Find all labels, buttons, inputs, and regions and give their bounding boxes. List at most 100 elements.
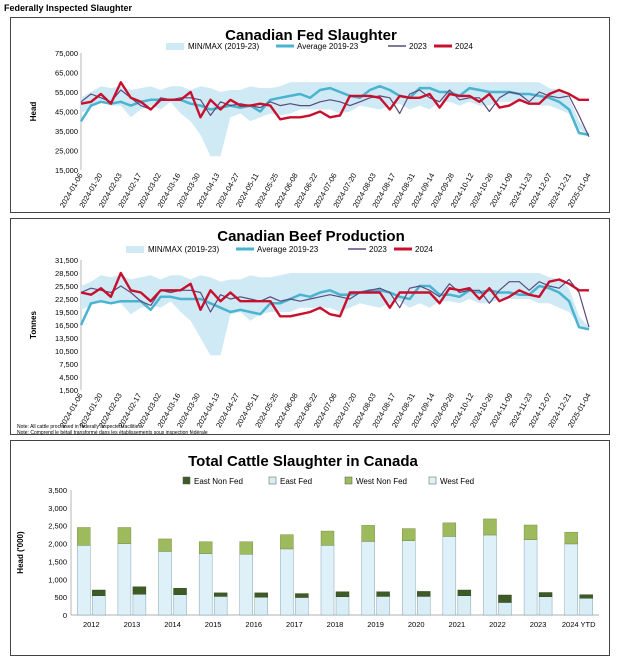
bar-east-fed [295,597,309,616]
bar-east-fed [254,596,268,616]
y-tick-label: 19,500 [55,308,78,317]
x-tick-label: 2019 [367,620,384,629]
bar-east-fed [579,598,593,616]
x-tick-label: 2023 [530,620,547,629]
y-tick-label: 55,000 [55,88,78,97]
x-tick-label: 2021 [449,620,466,629]
y-tick-label: 25,500 [55,282,78,291]
x-tick-label: 2017 [286,620,303,629]
minmax-band [81,82,589,157]
chart-title: Canadian Fed Slaughter [225,27,397,44]
bar-east-non-fed [417,591,431,597]
legend-label: East Fed [280,477,312,486]
bar-west-fed [564,543,578,616]
average-2019-23-line [79,284,590,331]
bar-west-fed [361,541,375,616]
bar-west-non-fed [442,522,457,537]
x-tick-label: 2024 YTD [562,620,596,629]
y-tick-label: 2,000 [48,540,67,549]
legend-swatch-minmax [126,246,144,253]
legend-swatch [344,476,353,485]
bar-west-fed [320,545,335,616]
bar-east-non-fed [335,591,350,597]
series-2024-line [80,81,589,121]
legend-label-minmax: MIN/MAX (2019-23) [148,245,219,254]
y-tick-label: 10,500 [55,347,78,356]
y-tick-label: 25,000 [55,147,78,156]
bar-west-non-fed [402,528,416,541]
bar-east-fed [132,594,147,616]
total-slaughter-chart: Total Cattle Slaughter in Canada East Non… [16,453,599,629]
legend-label-2024: 2024 [455,42,473,51]
bar-east-fed [376,596,390,616]
bar-west-fed [198,553,213,616]
series-2024-line [80,271,589,318]
bar-west-fed [77,545,91,616]
x-tick-label: 2020 [408,620,425,629]
y-axis-title: Head [29,102,38,122]
bar-east-fed [213,596,228,616]
y-axis-title: Tonnes [29,311,38,339]
legend-swatch [428,476,437,485]
x-tick-label: 2013 [124,620,141,629]
legend-label-2024: 2024 [415,245,433,254]
bar-west-fed [523,539,538,616]
y-tick-label: 1,500 [48,557,67,566]
bar-east-fed [457,595,472,616]
y-tick-label: 22,500 [55,295,78,304]
y-tick-label: 0 [63,611,67,620]
bar-west-fed [442,536,457,616]
legend-swatch [182,476,191,485]
y-tick-label: 3,500 [48,486,67,495]
legend-label: West Non Fed [356,477,407,486]
bar-west-fed [117,543,132,616]
chart-title: Total Cattle Slaughter in Canada [188,453,418,470]
bar-west-non-fed [77,527,91,546]
bar-west-non-fed [239,541,253,555]
legend-label-average: Average 2019-23 [297,42,359,51]
bar-east-non-fed [254,592,268,598]
bar-east-non-fed [376,591,390,597]
legend-label-minmax: MIN/MAX (2019-23) [188,42,259,51]
y-axis-title: Head ('000) [16,531,25,574]
bar-east-fed [417,596,431,616]
bar-east-non-fed [92,589,106,596]
bar-west-fed [483,534,497,616]
bar-east-non-fed [538,592,553,597]
bar-east-non-fed [295,593,309,598]
y-tick-label: 2,500 [48,522,67,531]
bar-east-non-fed [213,592,228,597]
bar-west-non-fed [117,527,132,544]
bar-west-fed [402,540,416,616]
fed-slaughter-panel: Canadian Fed Slaughter MIN/MAX (2019-23) A… [10,17,610,213]
bar-west-non-fed [280,534,294,550]
y-tick-label: 35,000 [55,127,78,136]
bar-east-fed [335,596,350,616]
y-tick-label: 7,500 [59,360,78,369]
chart-title: Canadian Beef Production [217,228,405,245]
bar-west-fed [280,548,294,616]
page-title: Federally Inspected Slaughter [4,3,133,13]
y-tick-label: 15,000 [55,166,78,175]
x-tick-label: 2018 [327,620,344,629]
x-tick-label: 2012 [83,620,100,629]
y-tick-label: 75,000 [55,49,78,58]
y-tick-label: 1,500 [59,386,78,395]
bar-west-fed [158,551,172,616]
bar-west-fed [239,554,253,616]
legend-label-average: Average 2019-23 [257,245,319,254]
bar-west-non-fed [361,525,375,542]
y-tick-label: 45,000 [55,108,78,117]
legend-swatch [268,476,277,485]
bar-east-non-fed [579,594,593,599]
bar-west-non-fed [523,524,538,540]
bar-east-fed [173,594,187,616]
y-tick-label: 65,000 [55,69,78,78]
total-slaughter-panel: Total Cattle Slaughter in Canada East Non… [10,440,610,656]
beef-production-panel: Canadian Beef Production MIN/MAX (2019-23… [10,218,610,436]
bar-east-non-fed [173,588,187,595]
legend-label-2023: 2023 [409,42,427,51]
bar-west-non-fed [320,530,335,546]
